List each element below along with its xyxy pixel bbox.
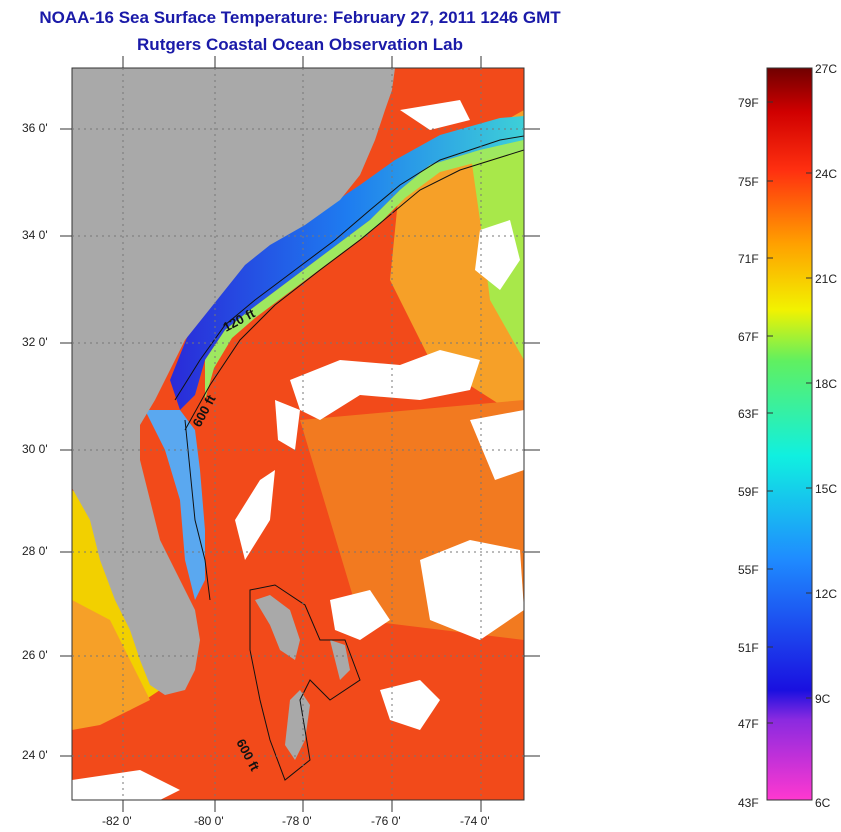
colorbar <box>766 67 813 801</box>
colorbar-fahrenheit-label: 79F <box>738 96 759 110</box>
lat-label: 34 0' <box>22 228 48 242</box>
colorbar-fahrenheit-label: 71F <box>738 252 759 266</box>
cloud-patch <box>470 410 524 480</box>
lat-label: 32 0' <box>22 335 48 349</box>
colorbar-fahrenheit-label: 43F <box>738 796 759 810</box>
bahamas-island <box>255 595 300 660</box>
gulf-orange-water <box>72 600 150 730</box>
colorbar-celsius-label: 27C <box>815 62 838 76</box>
colorbar-fahrenheit-label: 47F <box>738 717 759 731</box>
bahamas-contour <box>249 584 361 781</box>
colorbar-celsius-label: 18C <box>815 377 838 391</box>
cloud-patch <box>235 470 275 560</box>
map-frame <box>71 67 525 801</box>
colorbar-ticks <box>767 67 812 801</box>
colorbar-fahrenheit-label: 55F <box>738 563 759 577</box>
lat-label: 26 0' <box>22 648 48 662</box>
bahamas-island <box>285 690 310 760</box>
isobath-120ft <box>174 135 524 401</box>
map-title: NOAA-16 Sea Surface Temperature: Februar… <box>39 8 561 27</box>
cloud-patch <box>420 540 524 640</box>
lat-label: 28 0' <box>22 544 48 558</box>
map-subtitle: Rutgers Coastal Ocean Observation Lab <box>137 35 463 54</box>
lon-label: -80 0' <box>194 814 224 828</box>
lat-label: 36 0' <box>22 121 48 135</box>
colorbar-celsius-label: 6C <box>815 796 831 810</box>
florida-shelf-water <box>145 410 205 600</box>
lon-label: -82 0' <box>102 814 132 828</box>
colorbar-celsius-label: 15C <box>815 482 838 496</box>
land-mass <box>72 68 395 695</box>
colorbar-celsius-label: 9C <box>815 692 831 706</box>
cloud-patch <box>400 100 470 130</box>
lat-label: 24 0' <box>22 748 48 762</box>
cloud-patch <box>72 770 180 800</box>
cloud-patch <box>475 220 520 290</box>
isobath-600ft <box>184 149 524 431</box>
lon-label: -78 0' <box>282 814 312 828</box>
cloud-patch <box>290 350 480 420</box>
colorbar-fahrenheit-label: 75F <box>738 175 759 189</box>
colorbar-celsius-label: 12C <box>815 587 838 601</box>
colorbar-fahrenheit-label: 67F <box>738 330 759 344</box>
colorbar-fahrenheit-label: 51F <box>738 641 759 655</box>
lon-label: -74 0' <box>460 814 490 828</box>
isobath-600ft-florida <box>184 419 211 601</box>
colorbar-fahrenheit-label: 63F <box>738 407 759 421</box>
cloud-patch <box>380 680 440 730</box>
map-gridlines <box>72 68 524 800</box>
map-ticks <box>60 56 540 812</box>
cloud-patch <box>275 400 300 450</box>
colorbar-celsius-label: 21C <box>815 272 838 286</box>
cloud-patch <box>330 590 390 640</box>
lat-label: 30 0' <box>22 442 48 456</box>
lon-label: -76 0' <box>371 814 401 828</box>
colorbar-fahrenheit-label: 59F <box>738 485 759 499</box>
colorbar-celsius-label: 24C <box>815 167 838 181</box>
bahamas-island <box>330 640 350 680</box>
